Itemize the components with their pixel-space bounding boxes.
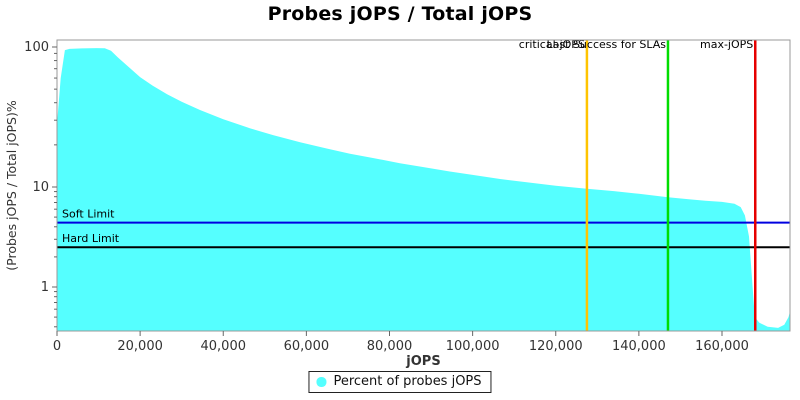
- x-tick-label: 100,000: [446, 339, 500, 354]
- y-axis-label: (Probes jOPS / Total jOPS)%: [4, 100, 19, 271]
- area-series: [57, 48, 790, 331]
- y-tick-label: 100: [24, 40, 49, 55]
- x-tick-label: 60,000: [284, 339, 330, 354]
- hline-label-1: Hard Limit: [62, 232, 120, 245]
- x-tick-label: 40,000: [201, 339, 247, 354]
- x-tick-label: 120,000: [529, 339, 583, 354]
- x-tick-label: 80,000: [367, 339, 413, 354]
- vline-label-2: max-jOPS: [700, 38, 753, 51]
- legend-label: Percent of probes jOPS: [333, 374, 482, 389]
- x-tick-label: 160,000: [695, 339, 749, 354]
- legend: Percent of probes jOPS: [308, 371, 492, 393]
- legend-swatch-icon: [316, 376, 327, 387]
- x-tick-label: 140,000: [612, 339, 666, 354]
- vline-label-0: critical-jOPS: [519, 38, 585, 51]
- x-tick-label: 0: [53, 339, 61, 354]
- chart-title: Probes jOPS / Total jOPS: [267, 3, 533, 25]
- x-axis-label: jOPS: [405, 354, 440, 369]
- y-tick-label: 10: [32, 180, 49, 195]
- x-tick-label: 20,000: [117, 339, 163, 354]
- vline-label-1: Last Success for SLAs: [547, 38, 667, 51]
- plot-border: [56, 39, 791, 332]
- y-tick-label: 1: [41, 280, 49, 295]
- hline-label-0: Soft Limit: [62, 208, 115, 221]
